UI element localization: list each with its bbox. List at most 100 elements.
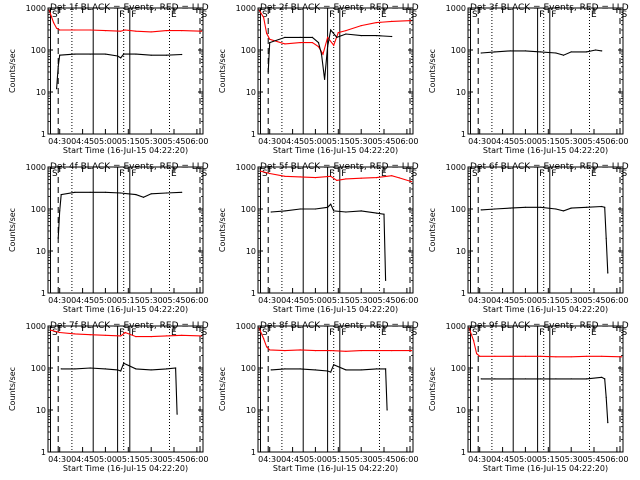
panel-title: Det 4f BLACK = Events, RED = LLD	[50, 162, 209, 172]
x-tick-label: 05:30	[560, 296, 583, 305]
events-data-point	[562, 210, 565, 212]
y-tick-label: 10	[36, 88, 46, 97]
x-tick-label: 04:30	[468, 137, 491, 146]
lld-data-point	[330, 350, 332, 352]
events-series-line	[56, 53, 182, 89]
event-marker-label: S	[412, 10, 418, 20]
x-tick-label: 04:45	[491, 455, 514, 464]
event-marker-label: E	[171, 328, 177, 338]
events-series-line	[267, 28, 392, 80]
x-axis-label: Start Time (16-Jul-15 04:22:20)	[483, 305, 608, 314]
y-tick-label: 1	[41, 448, 46, 457]
x-tick-label: 04:45	[281, 137, 304, 146]
lld-data-point	[135, 30, 137, 32]
events-data-point	[181, 53, 183, 56]
y-tick-label: 100	[451, 205, 466, 214]
y-tick-label: 1000	[236, 322, 256, 331]
x-tick-label: 05:00	[94, 296, 117, 305]
events-data-point	[391, 35, 393, 38]
events-data-point	[385, 279, 387, 281]
x-tick-label: 04:30	[258, 455, 281, 464]
events-series-line	[57, 191, 182, 239]
events-data-point	[360, 369, 362, 371]
events-data-point	[117, 55, 119, 57]
events-data-point	[320, 53, 323, 55]
lld-data-point	[74, 333, 76, 335]
x-tick-label: 05:15	[117, 296, 140, 305]
lld-data-point	[263, 338, 265, 340]
detector-panel-5: S F F E S 1 10 100 1000 04:30 04:45 05:00 05:15 05:30…	[218, 162, 419, 314]
events-series-line	[271, 203, 387, 281]
x-tick-label: 06:00	[395, 137, 418, 146]
y-tick-label: 1	[461, 130, 466, 139]
lld-data-point	[345, 178, 347, 180]
events-data-point	[284, 368, 286, 370]
y-tick-label: 100	[241, 205, 256, 214]
lld-data-point	[336, 179, 338, 181]
lld-series-line	[50, 329, 202, 338]
events-series-line	[61, 362, 178, 415]
x-tick-label: 06:00	[185, 137, 208, 146]
x-tick-label: 06:00	[605, 296, 628, 305]
events-data-point	[375, 368, 377, 370]
y-tick-label: 100	[241, 46, 256, 55]
x-tick-label: 05:45	[582, 455, 605, 464]
x-tick-label: 05:45	[372, 137, 395, 146]
lld-data-point	[263, 16, 265, 18]
plot-frame	[467, 325, 624, 453]
y-tick-label: 1000	[26, 322, 46, 331]
event-marker-label: F	[341, 10, 346, 20]
x-tick-label: 05:15	[327, 455, 350, 464]
events-data-point	[165, 192, 167, 194]
events-data-point	[540, 206, 542, 208]
y-tick-label: 100	[451, 46, 466, 55]
lld-data-point	[165, 335, 167, 337]
x-axis-label: Start Time (16-Jul-15 04:22:20)	[273, 464, 398, 473]
lld-data-point	[59, 29, 61, 31]
x-tick-label: 04:45	[71, 137, 94, 146]
events-data-point	[524, 50, 527, 52]
lld-data-point	[284, 350, 286, 352]
y-axis-label: Counts/sec	[428, 208, 437, 252]
x-tick-label: 05:00	[94, 455, 117, 464]
events-data-point	[60, 368, 62, 370]
events-data-point	[375, 35, 377, 37]
events-data-point	[123, 362, 125, 364]
x-axis-label: Start Time (16-Jul-15 04:22:20)	[273, 146, 398, 155]
events-data-point	[333, 210, 335, 212]
events-data-point	[385, 368, 387, 370]
events-data-point	[317, 42, 320, 44]
events-data-point	[270, 369, 272, 371]
events-data-point	[509, 378, 511, 380]
lld-data-point	[181, 334, 183, 336]
x-tick-label: 05:30	[350, 296, 373, 305]
events-data-point	[89, 367, 91, 369]
panel-title: Det 7f BLACK = Events, RED = LLD	[50, 321, 209, 331]
events-data-point	[570, 378, 572, 380]
events-data-point	[605, 396, 607, 398]
lld-data-point	[391, 20, 393, 22]
plot-frame	[467, 166, 624, 294]
events-data-point	[607, 272, 609, 274]
y-tick-label: 100	[31, 364, 46, 373]
lld-data-point	[284, 175, 286, 177]
events-data-point	[150, 369, 152, 371]
event-marker-label: S	[202, 328, 208, 338]
y-axis-label: Counts/sec	[218, 49, 227, 93]
x-tick-label: 04:45	[281, 296, 304, 305]
lld-data-point	[104, 30, 106, 32]
plot-frame	[47, 7, 204, 135]
event-marker-label: S	[202, 169, 208, 179]
x-tick-label: 05:15	[537, 455, 560, 464]
lld-data-point	[150, 31, 152, 33]
x-tick-label: 04:30	[48, 137, 71, 146]
event-marker-label: F	[341, 169, 346, 179]
x-tick-label: 05:30	[350, 455, 373, 464]
events-data-point	[375, 212, 377, 214]
y-tick-label: 1	[41, 289, 46, 298]
lld-data-point	[375, 177, 377, 179]
lld-data-point	[330, 175, 332, 177]
y-axis-label: Counts/sec	[428, 49, 437, 93]
events-data-point	[74, 191, 76, 193]
events-data-point	[595, 49, 597, 51]
